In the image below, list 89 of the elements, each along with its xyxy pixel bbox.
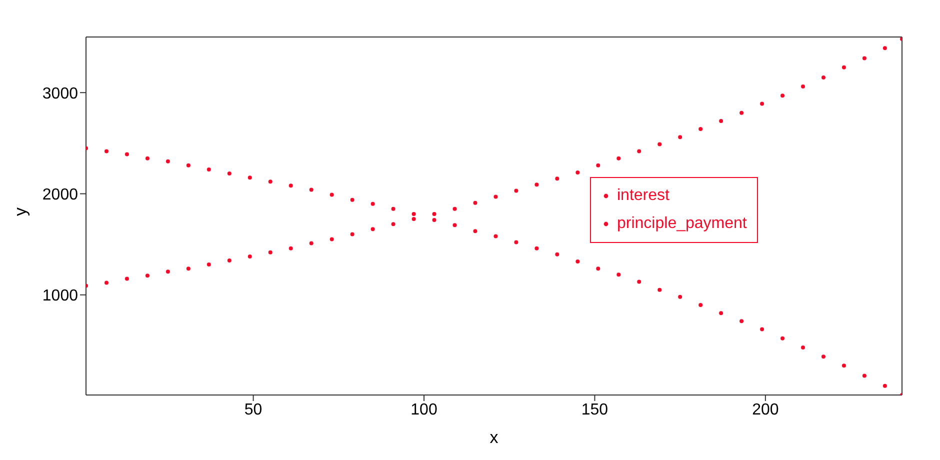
point [494,234,498,238]
point [616,272,621,277]
point [104,280,108,285]
point [740,110,744,115]
point [862,374,866,378]
point [166,270,170,274]
point [800,345,805,350]
point [698,302,703,307]
point [412,217,416,222]
point [391,206,396,211]
point [370,202,375,206]
point [452,206,457,211]
point [555,252,560,256]
point [145,156,150,160]
point [288,184,293,188]
point [596,163,600,168]
x-tick-label: 50 [244,401,262,418]
point [186,163,190,168]
point [576,260,580,264]
point [330,237,334,242]
point [206,262,211,267]
point [882,46,887,50]
point [186,266,190,271]
point [309,188,314,192]
point [760,102,764,106]
point [842,65,846,70]
point [534,182,539,187]
point [452,223,457,228]
y-tick-label: 2000 [42,186,78,204]
point [124,152,129,156]
point [514,240,518,244]
point [534,246,539,250]
point [821,75,826,80]
point [740,319,744,324]
point [248,254,252,258]
point [514,188,518,193]
point [862,56,866,60]
point [473,200,478,205]
point [678,135,682,140]
x-tick-label: 100 [410,401,438,418]
point [555,176,560,181]
x-axis-title: x [490,428,499,447]
point [412,212,416,216]
point [698,127,703,132]
point [780,336,784,340]
point [760,327,764,332]
point [842,364,846,368]
point [494,194,498,199]
point [882,384,887,388]
point [576,170,580,175]
point [330,192,334,197]
point [268,180,272,184]
point [166,159,170,164]
point [350,198,354,202]
point [473,229,478,234]
x-tick-label: 200 [752,401,779,418]
point [145,274,150,278]
y-axis-title: y [11,207,30,216]
legend-label: interest [617,187,670,205]
point [821,354,826,359]
legend-label: principle_payment [617,215,747,233]
point [719,118,724,123]
point [637,149,642,154]
point [616,156,621,160]
point [391,222,396,226]
point [637,280,642,284]
point [350,232,354,236]
point [800,84,805,89]
point [658,288,662,292]
point [227,258,232,262]
point [432,212,436,216]
point [678,294,682,299]
point [248,176,252,180]
point [432,218,436,222]
point [206,167,211,172]
point [719,311,724,316]
point [124,276,129,281]
x-tick-label: 150 [581,401,608,418]
point [288,246,293,250]
point [370,227,375,232]
y-tick-label: 3000 [42,85,78,102]
point [596,266,600,271]
point [658,142,662,146]
point [268,250,272,254]
y-tick-label: 1000 [42,288,78,305]
point [780,94,784,98]
point [227,172,232,176]
point [309,241,314,246]
point [104,149,108,154]
